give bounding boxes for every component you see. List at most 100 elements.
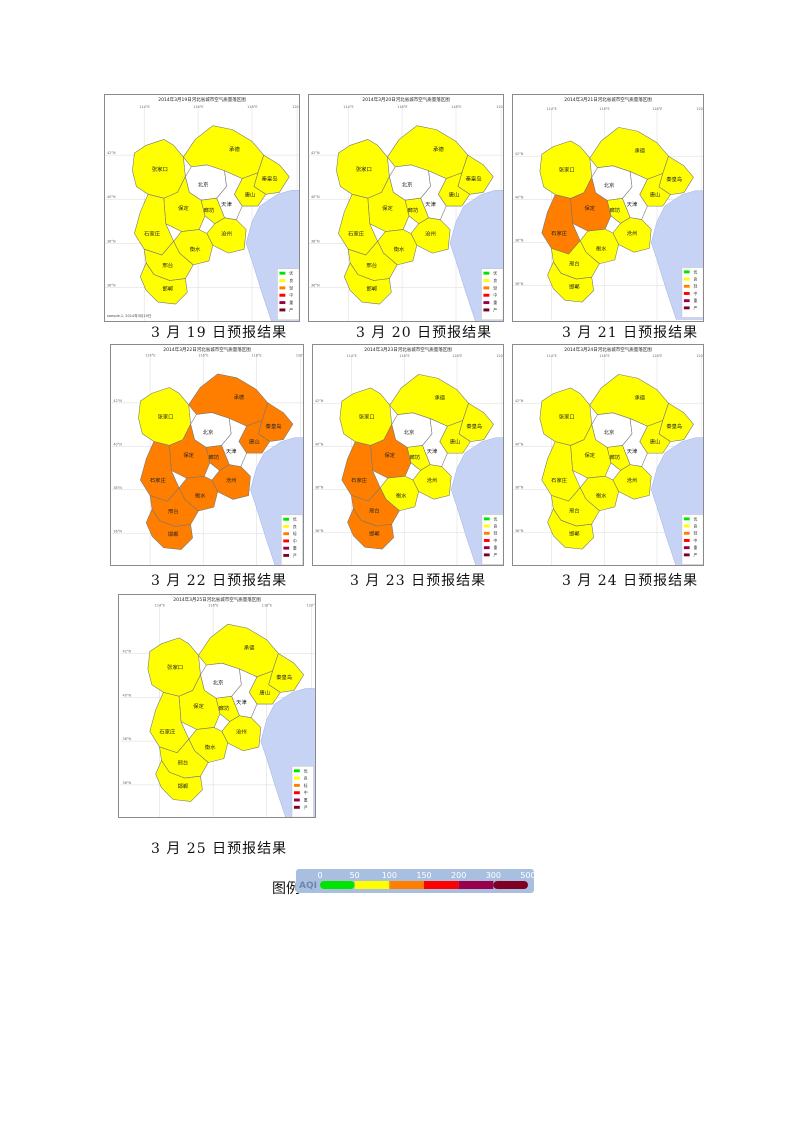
caption-0322: 3 月 22 日预报结果 [151,573,288,589]
region-zhangjiakou [539,387,593,446]
lon-tick-label: 116°E [397,105,407,109]
map-legend-swatch [283,539,290,543]
map-legend-label: 优 [693,516,697,521]
city-label-chengde: 承德 [433,145,444,153]
hebei-map: 42°N 40°N 38°N 36°N 114°E 116°E 118°E 120°E 张家口 承… [513,354,703,565]
lon-tick-label: 114°E [139,105,149,109]
city-label-langfang: 廊坊 [609,206,620,214]
lat-tick-label: 36°N [107,283,116,287]
lat-tick-label: 40°N [311,195,320,199]
map-legend-label: 严 [693,305,697,310]
aqi-segment [424,881,459,889]
city-label-shijiazhuang: 石家庄 [348,229,365,237]
map-legend-label: 优 [693,269,697,274]
lat-tick-label: 42°N [515,399,524,403]
map-legend-label: 良 [693,277,697,282]
city-label-qinhuangdao: 秦皇岛 [276,673,292,681]
city-label-baoding: 保定 [178,204,189,212]
map-panel-0319: 2014年3月19日河北省城市空气质量落区图 42°N 40°N 38°N 36°N 1… [104,94,300,322]
map-legend-label: 中 [693,291,697,296]
lon-tick-label: 118°E [451,105,461,109]
caption-0319: 3 月 19 日预报结果 [151,325,288,341]
region-handan [343,262,392,305]
aqi-text: AQI [299,881,317,891]
city-label-tangshan: 唐山 [245,190,256,198]
city-label-zhangjiakou: 张家口 [167,663,183,671]
lat-tick-label: 42°N [113,399,122,403]
map-panel-0322: 2014年3月22日河北省城市空气质量落区图 42°N 40°N 38°N 36°N 1… [110,344,304,566]
city-label-zhangjiakou: 张家口 [359,413,375,421]
hebei-map: 42°N 40°N 38°N 36°N 114°E 116°E 118°E 120°E 张家口 承… [105,105,299,321]
city-label-beijing: 北京 [213,679,224,687]
aqi-tick-label: 500 [520,871,534,880]
city-label-hengshui: 衡水 [190,245,201,253]
city-label-cangzhou: 沧州 [627,229,638,237]
region-baoding [570,177,612,232]
region-handan [347,508,394,550]
city-label-chengde: 承德 [244,644,255,652]
city-label-hengshui: 衡水 [396,491,407,499]
aqi-tick-label: 100 [382,871,397,880]
region-handan [139,262,188,305]
lon-tick-label: 114°E [347,354,357,358]
city-label-tangshan: 唐山 [259,688,270,696]
map-legend-swatch [683,517,690,521]
map-legend-label: 中 [293,538,297,543]
city-label-beijing: 北京 [604,428,615,436]
city-label-cangzhou: 沧州 [427,476,438,484]
city-label-chengde: 承德 [234,393,245,401]
map-legend-label: 良 [289,278,293,283]
hebei-map: 42°N 40°N 38°N 36°N 114°E 116°E 118°E 120°E 张家口 承… [513,107,703,320]
map-panel-0320: 2014年3月20日河北省城市空气质量落区图 42°N 40°N 38°N 36°N 1… [308,94,504,322]
map-legend-swatch [683,299,690,303]
hebei-map: 42°N 40°N 38°N 36°N 114°E 116°E 118°E 120°E 张家口 承… [111,354,303,565]
city-label-shijiazhuang: 石家庄 [144,229,161,237]
region-baoding [367,176,410,232]
city-label-zhangjiakou: 张家口 [356,165,372,173]
lon-tick-label: 114°E [343,105,353,109]
map-legend-label: 中 [289,293,293,298]
aqi-tick-label: 50 [350,871,360,880]
lon-tick-label: 116°E [599,354,609,358]
map-legend-swatch [683,553,690,557]
map-legend-label: 重 [289,300,293,305]
city-label-cangzhou: 沧州 [627,476,638,484]
map-legend-swatch [683,270,690,274]
map-title: 2014年3月19日河北省城市空气质量落区图 [158,98,246,103]
city-label-tangshan: 唐山 [450,438,461,446]
city-label-tianjin: 天津 [425,201,436,208]
city-label-zhangjiakou: 张家口 [559,413,575,421]
city-label-tianjin: 天津 [627,201,638,208]
city-label-baoding: 保定 [385,451,396,459]
regions [147,623,304,802]
map-legend-swatch [279,286,286,290]
lon-tick-label: 114°E [547,354,557,358]
caption-0323: 3 月 23 日预报结果 [350,573,487,589]
map-legend-swatch [683,306,690,310]
caption-0324: 3 月 24 日预报结果 [562,573,699,589]
map-legend-swatch [683,546,690,550]
city-label-tianjin: 天津 [221,201,232,208]
city-label-tianjin: 天津 [427,448,438,455]
map-legend-swatch [683,539,690,542]
map-title: 2014年3月24日河北省城市空气质量落区图 [564,348,652,353]
lat-tick-label: 40°N [515,442,524,446]
city-label-handan: 邯郸 [569,283,580,291]
city-label-hengshui: 衡水 [205,743,216,751]
lon-tick-label: 118°E [652,354,662,358]
city-label-zhangjiakou: 张家口 [152,165,168,173]
map-legend-label: 严 [293,553,297,558]
map-note: sample.1, 2014年3月19日 [107,314,152,318]
region-handan [547,508,594,550]
city-label-cangzhou: 沧州 [425,229,436,237]
city-label-langfang: 廊坊 [409,453,420,461]
city-label-beijing: 北京 [604,181,615,189]
city-label-beijing: 北京 [203,428,214,436]
lon-tick-label: 116°E [193,105,203,109]
map-legend-label: 优 [289,271,293,276]
city-label-qinhuangdao: 秦皇岛 [666,422,682,430]
region-zhangjiakou [336,139,390,199]
